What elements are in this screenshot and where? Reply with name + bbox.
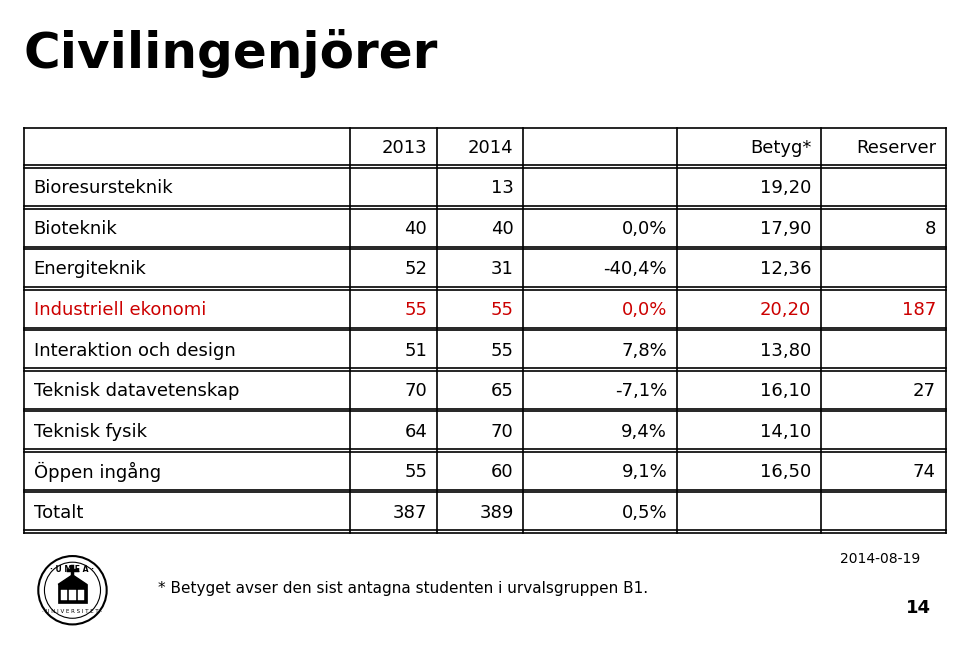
Text: Interaktion och design: Interaktion och design — [34, 341, 235, 360]
Text: 2013: 2013 — [381, 139, 427, 157]
Text: 0,5%: 0,5% — [621, 504, 667, 522]
Text: · U N I V E R S I T E T ·: · U N I V E R S I T E T · — [42, 609, 103, 614]
Text: Civilingenjörer: Civilingenjörer — [24, 29, 439, 78]
Text: 55: 55 — [491, 341, 514, 360]
Bar — [69, 589, 76, 600]
Text: 12,36: 12,36 — [759, 260, 811, 279]
Text: 40: 40 — [491, 220, 514, 238]
Text: -40,4%: -40,4% — [604, 260, 667, 279]
Text: Öppen ingång: Öppen ingång — [34, 462, 160, 482]
Text: 0,0%: 0,0% — [622, 301, 667, 319]
Text: 14: 14 — [906, 599, 931, 617]
Polygon shape — [59, 575, 86, 585]
Text: Totalt: Totalt — [34, 504, 83, 522]
Text: Teknisk datavetenskap: Teknisk datavetenskap — [34, 382, 239, 400]
Text: 187: 187 — [901, 301, 936, 319]
Text: 16,50: 16,50 — [760, 463, 811, 481]
Text: Betyg*: Betyg* — [750, 139, 811, 157]
Bar — [78, 589, 84, 600]
Text: Teknisk fysik: Teknisk fysik — [34, 422, 147, 441]
Text: 13: 13 — [491, 179, 514, 198]
Text: 13,80: 13,80 — [760, 341, 811, 360]
Text: 7,8%: 7,8% — [621, 341, 667, 360]
Text: -7,1%: -7,1% — [615, 382, 667, 400]
Text: 64: 64 — [404, 422, 427, 441]
Text: 27: 27 — [913, 382, 936, 400]
Text: Energiteknik: Energiteknik — [34, 260, 146, 279]
Text: Reserver: Reserver — [856, 139, 936, 157]
Text: Industriell ekonomi: Industriell ekonomi — [34, 301, 206, 319]
Text: 8: 8 — [924, 220, 936, 238]
Text: 55: 55 — [491, 301, 514, 319]
Text: 60: 60 — [491, 463, 514, 481]
Text: 19,20: 19,20 — [759, 179, 811, 198]
Text: 14,10: 14,10 — [760, 422, 811, 441]
Text: 387: 387 — [393, 504, 427, 522]
Text: 20,20: 20,20 — [760, 301, 811, 319]
Text: · U M E A ·: · U M E A · — [51, 565, 94, 574]
Text: 17,90: 17,90 — [759, 220, 811, 238]
Text: 52: 52 — [404, 260, 427, 279]
Text: 9,4%: 9,4% — [621, 422, 667, 441]
Text: 55: 55 — [404, 463, 427, 481]
Text: 9,1%: 9,1% — [621, 463, 667, 481]
Text: 0,0%: 0,0% — [622, 220, 667, 238]
Bar — [59, 585, 86, 603]
Text: 40: 40 — [404, 220, 427, 238]
Text: 31: 31 — [491, 260, 514, 279]
Text: 16,10: 16,10 — [760, 382, 811, 400]
Text: 70: 70 — [404, 382, 427, 400]
Text: 389: 389 — [479, 504, 514, 522]
Text: 65: 65 — [491, 382, 514, 400]
Text: * Betyget avser den sist antagna studenten i urvalsgruppen B1.: * Betyget avser den sist antagna student… — [158, 581, 649, 596]
Text: 2014: 2014 — [468, 139, 514, 157]
Text: 51: 51 — [404, 341, 427, 360]
Text: 55: 55 — [404, 301, 427, 319]
Bar — [60, 589, 67, 600]
Text: 2014-08-19: 2014-08-19 — [840, 552, 921, 566]
Text: 70: 70 — [491, 422, 514, 441]
Text: Bioteknik: Bioteknik — [34, 220, 117, 238]
Text: 74: 74 — [913, 463, 936, 481]
Text: Bioresursteknik: Bioresursteknik — [34, 179, 173, 198]
